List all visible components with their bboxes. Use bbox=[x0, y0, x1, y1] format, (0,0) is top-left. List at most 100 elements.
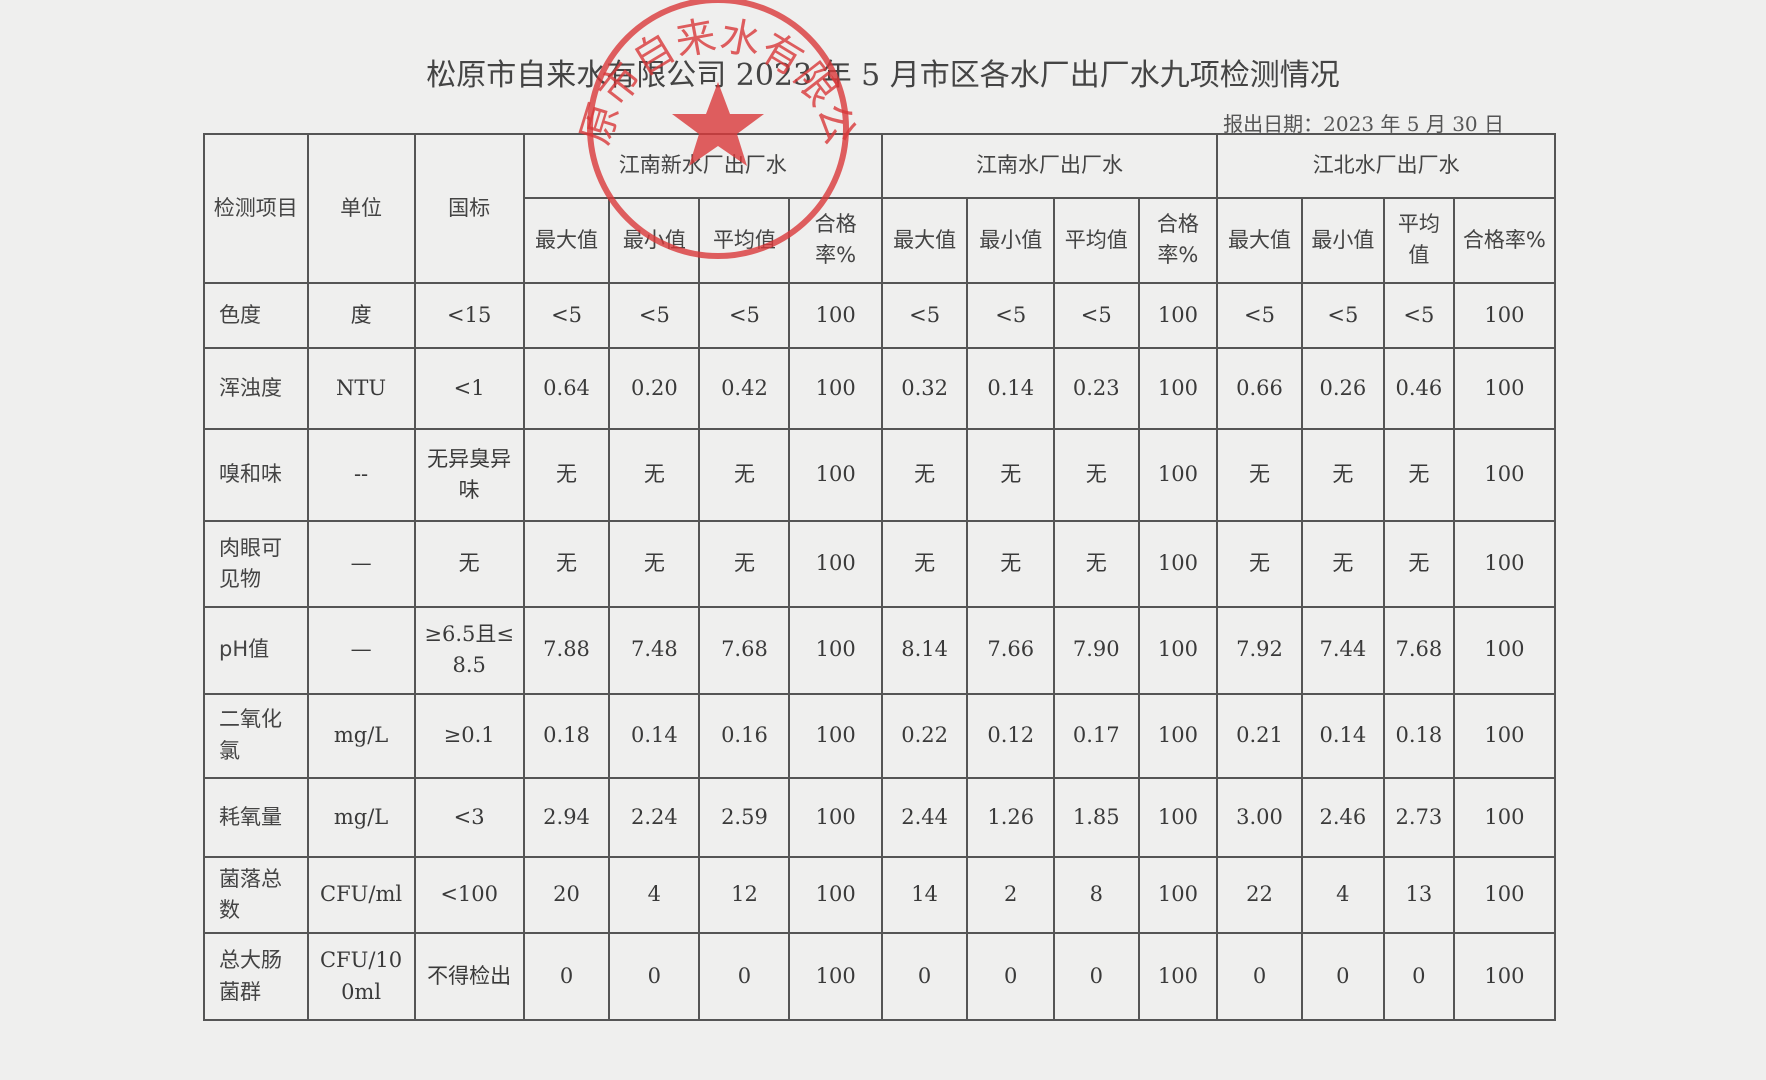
table-cell: 无 bbox=[1300, 427, 1385, 523]
table-cell: 0 bbox=[880, 932, 969, 1022]
table-cell: 无 bbox=[1053, 427, 1140, 523]
table-cell: CFU/ml bbox=[306, 855, 416, 935]
table-cell: 无 bbox=[698, 427, 791, 523]
table-cell: 0.12 bbox=[966, 692, 1056, 779]
table-cell: 100 bbox=[1452, 520, 1557, 608]
table-cell: 0.18 bbox=[522, 692, 611, 779]
table-cell: 2.59 bbox=[698, 776, 791, 858]
table-cell: 0.26 bbox=[1300, 346, 1385, 430]
table-row: 总大肠菌群 CFU/100ml 不得检出 0 0 0 100 0 0 0 100 0 0 0 100 bbox=[203, 932, 1557, 1022]
table-cell: 20 bbox=[522, 855, 611, 935]
table-cell: 100 bbox=[1137, 605, 1219, 695]
table-cell: 100 bbox=[788, 281, 883, 349]
table-cell: <5 bbox=[522, 281, 611, 349]
table-cell: 菌落总数 bbox=[203, 855, 309, 935]
table-cell: 100 bbox=[1452, 932, 1557, 1022]
table-cell: <5 bbox=[966, 281, 1056, 349]
table-cell: 0.32 bbox=[880, 346, 969, 430]
table-cell: 肉眼可见物 bbox=[203, 520, 309, 608]
table-cell: 无 bbox=[1053, 520, 1140, 608]
table-cell: 4 bbox=[608, 855, 701, 935]
table-row: 菌落总数 CFU/ml <100 20 4 12 100 14 2 8 100 22 4 13 100 bbox=[203, 855, 1557, 935]
table-cell: 100 bbox=[1452, 281, 1557, 349]
table-cell: 100 bbox=[1452, 427, 1557, 523]
table-cell: 100 bbox=[788, 692, 883, 779]
table-cell: mg/L bbox=[306, 692, 416, 779]
table-cell: <5 bbox=[608, 281, 701, 349]
table-cell: 无 bbox=[1382, 427, 1455, 523]
table-cell: <5 bbox=[880, 281, 969, 349]
table-cell: 100 bbox=[788, 520, 883, 608]
table-cell: 100 bbox=[1452, 346, 1557, 430]
table-row: 二氧化氯 mg/L ≥0.1 0.18 0.14 0.16 100 0.22 0.12 0.17 1… bbox=[203, 692, 1557, 779]
table-cell: 0 bbox=[966, 932, 1056, 1022]
table-cell: 1.85 bbox=[1053, 776, 1140, 858]
table-cell: 耗氧量 bbox=[203, 776, 309, 858]
table-cell: 无 bbox=[880, 520, 969, 608]
table-cell: <100 bbox=[413, 855, 525, 935]
table-row: 肉眼可见物 — 无无无无 100 无无无 100 无无无 100 bbox=[203, 520, 1557, 608]
table-cell: 0 bbox=[1300, 932, 1385, 1022]
table-cell: 100 bbox=[788, 932, 883, 1022]
table-cell: ≥0.1 bbox=[413, 692, 525, 779]
table-cell: 无 bbox=[1382, 520, 1455, 608]
table-cell: <5 bbox=[1300, 281, 1385, 349]
table-cell: 0 bbox=[1382, 932, 1455, 1022]
table-cell: 0.14 bbox=[1300, 692, 1385, 779]
table-cell: 100 bbox=[1137, 427, 1219, 523]
table-cell: 8 bbox=[1053, 855, 1140, 935]
table-cell: 嗅和味 bbox=[203, 427, 309, 523]
sub-header: 最小值 bbox=[966, 197, 1056, 284]
table-cell: 0.17 bbox=[1053, 692, 1140, 779]
table-cell: <3 bbox=[413, 776, 525, 858]
table-cell: 0.16 bbox=[698, 692, 791, 779]
table-cell: 2.73 bbox=[1382, 776, 1455, 858]
table-cell: 100 bbox=[1452, 605, 1557, 695]
table-cell: 0.46 bbox=[1382, 346, 1455, 430]
sub-header: 最小值 bbox=[1300, 197, 1385, 284]
table-cell: <15 bbox=[413, 281, 525, 349]
table-cell: 无 bbox=[1216, 427, 1303, 523]
sub-header: 最大值 bbox=[1216, 197, 1303, 284]
table-cell: 0 bbox=[608, 932, 701, 1022]
table-cell: <5 bbox=[1216, 281, 1303, 349]
table-cell: 无 bbox=[966, 520, 1056, 608]
table-cell: 0.18 bbox=[1382, 692, 1455, 779]
group-header: 江南新水厂出厂水 bbox=[522, 132, 883, 200]
table-cell: 4 bbox=[1300, 855, 1385, 935]
group-header: 江南水厂出厂水 bbox=[880, 132, 1219, 200]
table-cell: ≥6.5且≤8.5 bbox=[413, 605, 525, 695]
table-cell: <5 bbox=[698, 281, 791, 349]
table-cell: 0.23 bbox=[1053, 346, 1140, 430]
table-cell: 7.48 bbox=[608, 605, 701, 695]
table-cell: -- bbox=[306, 427, 416, 523]
table-cell: 不得检出 bbox=[413, 932, 525, 1022]
header-cell: 国标 bbox=[413, 133, 525, 284]
sub-header: 平均值 bbox=[698, 197, 791, 284]
table-cell: 无 bbox=[608, 520, 701, 608]
table-cell: — bbox=[306, 520, 416, 608]
table-cell: 无 bbox=[1216, 520, 1303, 608]
table-cell: 无 bbox=[698, 520, 791, 608]
table-cell: 2.24 bbox=[608, 776, 701, 858]
table-cell: mg/L bbox=[306, 776, 416, 858]
table-cell: 浑浊度 bbox=[203, 346, 309, 430]
table-cell: pH值 bbox=[203, 605, 309, 695]
table-cell: 2.44 bbox=[880, 776, 969, 858]
table-cell: 100 bbox=[788, 346, 883, 430]
table-cell: 100 bbox=[788, 855, 883, 935]
table-cell: 8.14 bbox=[880, 605, 969, 695]
table-cell: 2.46 bbox=[1300, 776, 1385, 858]
table-cell: <1 bbox=[413, 346, 525, 430]
title: 松原市自来水有限公司 2023 年 5 月市区各水厂出厂水九项检测情况 bbox=[426, 58, 1340, 93]
sub-header: 平均值 bbox=[1382, 197, 1455, 284]
table-cell: 100 bbox=[788, 605, 883, 695]
table-cell: 100 bbox=[788, 427, 883, 523]
table-cell: 100 bbox=[1137, 281, 1219, 349]
table-cell: 100 bbox=[1137, 932, 1219, 1022]
sub-header: 合格率% bbox=[1137, 197, 1219, 284]
table-cell: 1.26 bbox=[966, 776, 1056, 858]
table-cell: 度 bbox=[306, 281, 416, 349]
table-cell: 100 bbox=[1137, 692, 1219, 779]
